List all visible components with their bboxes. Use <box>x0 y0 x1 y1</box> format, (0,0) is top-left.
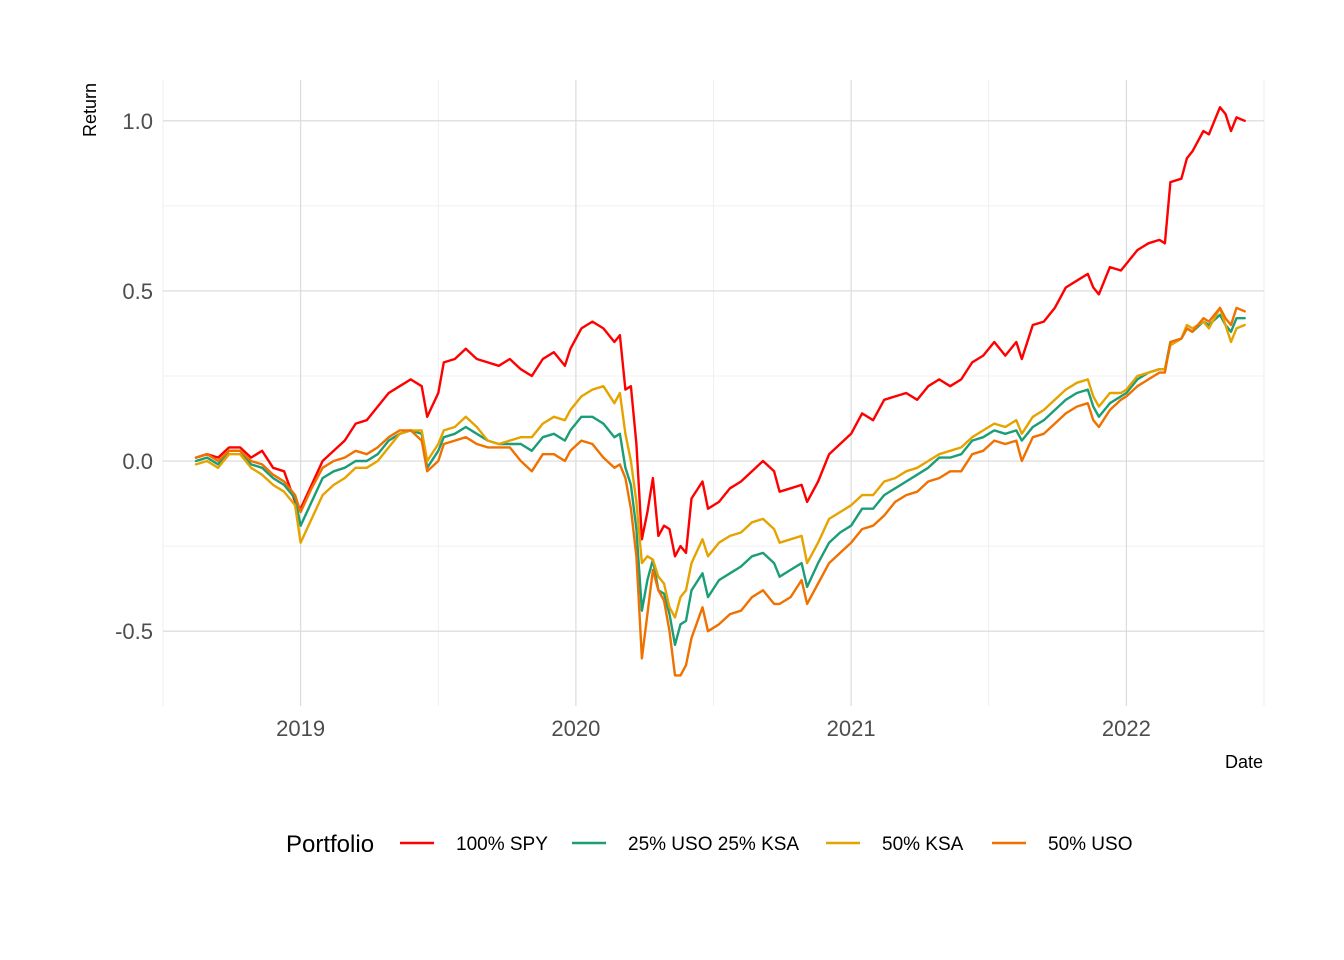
x-tick-label: 2022 <box>1102 716 1151 741</box>
x-tick-label: 2019 <box>276 716 325 741</box>
legend-item: 50% USO <box>992 834 1132 855</box>
y-axis-ticks: 1.0 0.5 0.0 -0.5 <box>115 109 153 644</box>
x-axis-title: Date <box>1225 752 1263 772</box>
series-layer <box>194 106 1246 677</box>
legend-label: 50% KSA <box>882 834 964 855</box>
series-line-1 <box>194 313 1246 646</box>
series-line-3 <box>194 306 1246 677</box>
x-axis-ticks: 2019 2020 2021 2022 <box>276 716 1151 741</box>
legend-label: 25% USO 25% KSA <box>628 834 799 855</box>
y-tick-label: -0.5 <box>115 619 153 644</box>
x-tick-label: 2021 <box>827 716 876 741</box>
y-tick-label: 1.0 <box>122 109 153 134</box>
legend-label: 50% USO <box>1048 834 1132 855</box>
y-axis-title: Return <box>80 83 100 137</box>
series-line-0 <box>194 106 1246 558</box>
series-line-2 <box>194 306 1246 619</box>
legend-item: 100% SPY <box>400 834 548 855</box>
legend-item: 50% KSA <box>826 834 964 855</box>
x-tick-label: 2020 <box>551 716 600 741</box>
y-tick-label: 0.5 <box>122 279 153 304</box>
grid-layer <box>162 80 1265 706</box>
legend: Portfolio 100% SPY 25% USO 25% KSA 50% KSA… <box>286 831 1132 858</box>
legend-items: 100% SPY 25% USO 25% KSA 50% KSA 50% USO <box>400 834 1132 855</box>
legend-item: 25% USO 25% KSA <box>572 834 799 855</box>
legend-label: 100% SPY <box>456 834 548 855</box>
legend-title: Portfolio <box>286 831 374 858</box>
y-tick-label: 0.0 <box>122 449 153 474</box>
